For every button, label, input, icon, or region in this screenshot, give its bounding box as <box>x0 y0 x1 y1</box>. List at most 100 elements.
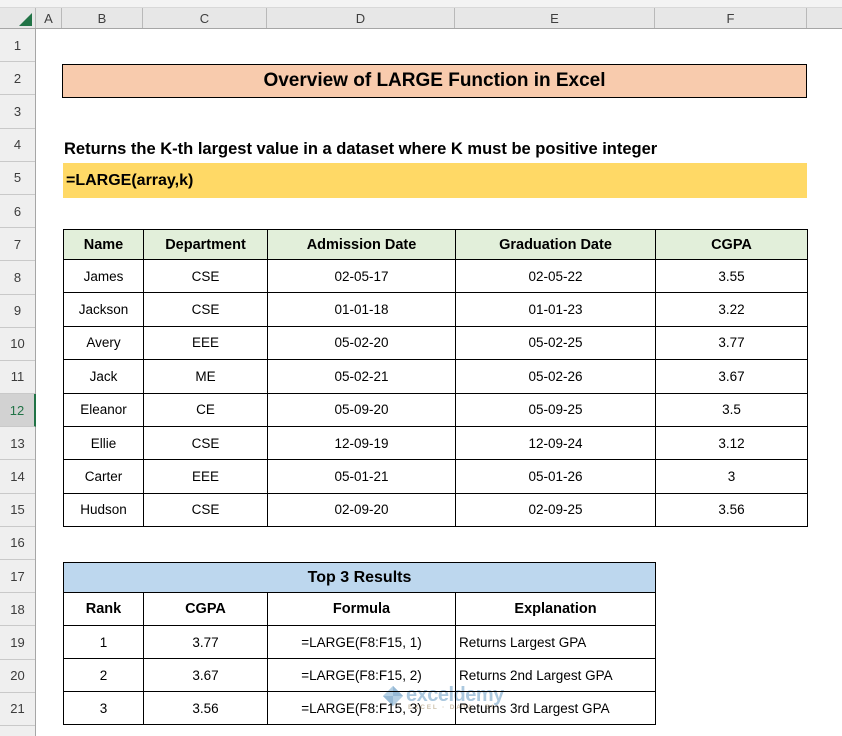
cell[interactable]: 05-01-21 <box>267 459 456 494</box>
cell[interactable]: 3 <box>655 459 808 494</box>
row-header-7[interactable]: 7 <box>0 228 35 262</box>
students-header-admission-date[interactable]: Admission Date <box>267 229 456 260</box>
row-header-1[interactable]: 1 <box>0 29 35 63</box>
row-header-6[interactable]: 6 <box>0 195 35 229</box>
cell[interactable]: CSE <box>143 292 268 327</box>
formula-cell[interactable]: =LARGE(F8:F15, 2) <box>267 658 456 692</box>
cell[interactable]: CSE <box>143 425 268 461</box>
row-header-10[interactable]: 10 <box>0 328 35 361</box>
cell[interactable]: 3.77 <box>143 625 268 659</box>
column-header-f[interactable]: F <box>655 8 807 28</box>
row-header-2[interactable]: 2 <box>0 62 35 96</box>
cell[interactable]: 02-05-22 <box>455 258 656 294</box>
cell[interactable]: CSE <box>143 492 268 528</box>
cell[interactable]: 05-02-21 <box>267 359 456 394</box>
cell[interactable]: 1 <box>63 625 144 659</box>
row-header-9[interactable]: 9 <box>0 295 35 328</box>
cell[interactable]: 3.22 <box>655 292 808 327</box>
results-header-rank[interactable]: Rank <box>63 592 144 626</box>
row-header-20[interactable]: 20 <box>0 660 35 693</box>
cell[interactable]: 3.56 <box>655 492 808 528</box>
cell[interactable]: Ellie <box>63 425 144 461</box>
cell[interactable]: CSE <box>143 258 268 294</box>
column-header-a[interactable]: A <box>36 8 62 28</box>
results-header-row: Rank CGPA Formula Explanation <box>63 592 657 626</box>
row-header-5[interactable]: 5 <box>0 162 35 195</box>
cell[interactable]: 02-05-17 <box>267 258 456 294</box>
cell[interactable]: 05-02-20 <box>267 325 456 361</box>
cell[interactable]: 12-09-19 <box>267 425 456 461</box>
cell[interactable]: Avery <box>63 325 144 361</box>
column-header-d[interactable]: D <box>267 8 455 28</box>
cell[interactable]: Jackson <box>63 292 144 327</box>
description-text-cell[interactable]: Returns the K-th largest value in a data… <box>64 140 658 158</box>
cell[interactable]: Returns 3rd Largest GPA <box>454 691 657 725</box>
cell[interactable]: 05-02-25 <box>455 325 656 361</box>
row-header-17[interactable]: 17 <box>0 560 35 594</box>
row-header-3[interactable]: 3 <box>0 95 35 129</box>
row-header-16[interactable]: 16 <box>0 527 35 560</box>
cell[interactable]: 3.67 <box>655 359 808 394</box>
cell[interactable]: Jack <box>63 359 144 394</box>
cell[interactable]: Carter <box>63 459 144 494</box>
title-banner-cell[interactable]: Overview of LARGE Function in Excel <box>62 64 807 98</box>
results-header-cgpa[interactable]: CGPA <box>143 592 268 626</box>
formula-cell[interactable]: =LARGE(F8:F15, 1) <box>267 625 456 659</box>
cell[interactable]: 02-09-20 <box>267 492 456 528</box>
cell[interactable]: 02-09-25 <box>455 492 656 528</box>
results-table: Top 3 Results Rank CGPA Formula Explanat… <box>62 562 657 725</box>
row-header-8[interactable]: 8 <box>0 261 35 295</box>
row-header-11[interactable]: 11 <box>0 361 35 395</box>
row-header-13[interactable]: 13 <box>0 427 35 461</box>
cell[interactable]: Eleanor <box>63 392 144 427</box>
row-header-14[interactable]: 14 <box>0 460 35 494</box>
cell[interactable]: Returns Largest GPA <box>454 625 657 659</box>
row-header-15[interactable]: 15 <box>0 494 35 527</box>
cell[interactable]: James <box>63 258 144 294</box>
column-header-e[interactable]: E <box>455 8 655 28</box>
cell[interactable]: EEE <box>143 459 268 494</box>
cell[interactable]: 3.12 <box>655 425 808 461</box>
row-header-18[interactable]: 18 <box>0 593 35 627</box>
cell[interactable]: 3.55 <box>655 258 808 294</box>
row-header-21[interactable]: 21 <box>0 693 35 726</box>
students-header-name[interactable]: Name <box>63 229 144 260</box>
row-header-12-active[interactable]: 12 <box>0 394 36 428</box>
cell[interactable]: Hudson <box>63 492 144 528</box>
students-header-cgpa[interactable]: CGPA <box>655 229 808 260</box>
column-header-partial <box>807 8 842 28</box>
cell[interactable]: 3.5 <box>655 392 808 427</box>
select-all-button[interactable] <box>0 8 36 28</box>
cell[interactable]: 3 <box>63 691 144 725</box>
cell[interactable]: 2 <box>63 658 144 692</box>
students-header-graduation-date[interactable]: Graduation Date <box>455 229 656 260</box>
cell[interactable]: ME <box>143 359 268 394</box>
column-header-strip: A B C D E F <box>0 8 842 29</box>
cell[interactable]: 05-09-20 <box>267 392 456 427</box>
results-title-row: Top 3 Results <box>62 562 657 593</box>
column-header-c[interactable]: C <box>143 8 267 28</box>
cell[interactable]: 05-09-25 <box>455 392 656 427</box>
cell[interactable]: 3.67 <box>143 658 268 692</box>
row-header-4[interactable]: 4 <box>0 129 35 162</box>
results-header-formula[interactable]: Formula <box>267 592 456 626</box>
cell[interactable]: CE <box>143 392 268 427</box>
cell[interactable]: 12-09-24 <box>455 425 656 461</box>
table-row: Ellie CSE 12-09-19 12-09-24 3.12 <box>63 425 808 461</box>
results-title-cell[interactable]: Top 3 Results <box>62 562 657 593</box>
cell[interactable]: 01-01-18 <box>267 292 456 327</box>
cell[interactable]: EEE <box>143 325 268 361</box>
formula-cell[interactable]: =LARGE(F8:F15, 3) <box>267 691 456 725</box>
cell[interactable]: 01-01-23 <box>455 292 656 327</box>
column-header-b[interactable]: B <box>62 8 143 28</box>
cell[interactable]: 05-01-26 <box>455 459 656 494</box>
results-header-explanation[interactable]: Explanation <box>454 592 657 626</box>
cell[interactable]: 05-02-26 <box>455 359 656 394</box>
cell[interactable]: 3.77 <box>655 325 808 361</box>
cell[interactable]: 3.56 <box>143 691 268 725</box>
cell[interactable]: Returns 2nd Largest GPA <box>454 658 657 692</box>
students-table: Name Department Admission Date Graduatio… <box>63 229 808 528</box>
formula-syntax-cell[interactable]: =LARGE(array,k) <box>63 163 807 198</box>
row-header-19[interactable]: 19 <box>0 626 35 660</box>
students-header-department[interactable]: Department <box>143 229 268 260</box>
